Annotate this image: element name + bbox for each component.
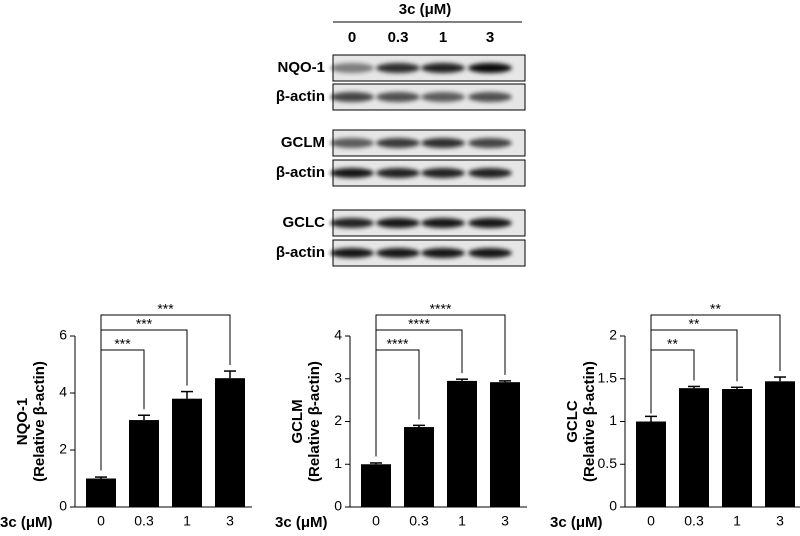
y-tick-label: 4 — [334, 327, 342, 343]
lane-label: 0.3 — [388, 29, 409, 46]
band — [376, 138, 420, 148]
band — [468, 138, 512, 148]
bar — [679, 388, 709, 507]
lane-label: 0 — [348, 29, 356, 46]
band — [421, 248, 465, 258]
bar — [86, 478, 116, 507]
y-tick-label: 2 — [334, 412, 342, 428]
x-tick-label: 0 — [372, 513, 380, 529]
band — [376, 248, 420, 258]
bar — [404, 427, 434, 507]
band — [330, 168, 374, 178]
x-tick-label: 0 — [647, 513, 655, 529]
y-tick-label: 4 — [59, 384, 67, 400]
significance-bracket — [650, 314, 781, 414]
y-axis-label: (Relative β-actin) — [306, 361, 323, 482]
y-tick-label: 1 — [334, 455, 342, 471]
band — [468, 218, 512, 228]
band — [330, 92, 374, 102]
y-tick-label: 0 — [609, 498, 617, 514]
bar — [765, 381, 795, 507]
x-tick-label: 0.3 — [409, 513, 429, 529]
significance-label: **** — [430, 301, 452, 317]
band — [421, 92, 465, 102]
significance-label: ** — [667, 336, 678, 352]
y-axis-label: (Relative β-actin) — [581, 361, 598, 482]
significance-bracket — [100, 314, 231, 471]
x-axis-label: 3c (μM) — [0, 514, 53, 531]
lane-label: 1 — [439, 29, 447, 46]
bar — [447, 380, 477, 507]
band — [376, 92, 420, 102]
y-axis-label: GCLC — [564, 400, 581, 443]
blot-row-label: GCLM — [281, 134, 325, 151]
significance-bracket — [375, 314, 506, 457]
band — [468, 63, 512, 73]
significance-label: **** — [387, 336, 409, 352]
bar — [490, 382, 520, 507]
blot-row-label: GCLC — [283, 214, 326, 231]
blot-row-label: β-actin — [276, 164, 325, 181]
y-tick-label: 6 — [59, 327, 67, 343]
band — [376, 218, 420, 228]
significance-label: **** — [408, 316, 430, 332]
band — [421, 63, 465, 73]
y-tick-label: 2 — [59, 441, 67, 457]
x-tick-label: 1 — [183, 513, 191, 529]
band — [330, 63, 374, 73]
band — [468, 248, 512, 258]
band — [330, 218, 374, 228]
bar — [722, 389, 752, 507]
blot-row-label: β-actin — [276, 244, 325, 261]
band — [376, 63, 420, 73]
bar — [129, 420, 159, 507]
x-axis-label: 3c (μM) — [550, 514, 603, 531]
band — [421, 168, 465, 178]
band — [468, 92, 512, 102]
band — [468, 168, 512, 178]
y-tick-label: 0 — [59, 498, 67, 514]
band — [421, 218, 465, 228]
significance-label: *** — [136, 316, 153, 332]
x-tick-label: 3 — [226, 513, 234, 529]
y-tick-label: 2 — [609, 327, 617, 343]
band — [421, 138, 465, 148]
y-tick-label: 0.5 — [598, 455, 618, 471]
blot-title: 3c (μM) — [399, 1, 452, 18]
y-axis-label: (Relative β-actin) — [31, 361, 48, 482]
band — [376, 168, 420, 178]
significance-label: *** — [114, 336, 131, 352]
bar — [636, 421, 666, 507]
x-tick-label: 1 — [458, 513, 466, 529]
blot-row-label: β-actin — [276, 88, 325, 105]
y-tick-label: 0 — [334, 498, 342, 514]
x-tick-label: 0 — [97, 513, 105, 529]
y-axis-label: NQO-1 — [14, 398, 31, 446]
lane-label: 3 — [486, 29, 494, 46]
bar — [172, 398, 202, 507]
bar — [361, 464, 391, 507]
significance-label: *** — [157, 301, 174, 317]
y-tick-label: 1 — [609, 412, 617, 428]
y-axis-label: GCLM — [289, 399, 306, 443]
band — [330, 248, 374, 258]
significance-label: ** — [689, 316, 700, 332]
x-tick-label: 3 — [776, 513, 784, 529]
x-tick-label: 3 — [501, 513, 509, 529]
y-tick-label: 3 — [334, 369, 342, 385]
blot-row-label: NQO-1 — [277, 59, 325, 76]
x-tick-label: 1 — [733, 513, 741, 529]
x-tick-label: 0.3 — [684, 513, 704, 529]
y-tick-label: 1.5 — [598, 369, 618, 385]
significance-label: ** — [710, 301, 721, 317]
x-axis-label: 3c (μM) — [275, 514, 328, 531]
band — [330, 138, 374, 148]
x-tick-label: 0.3 — [134, 513, 154, 529]
bar — [215, 378, 245, 507]
